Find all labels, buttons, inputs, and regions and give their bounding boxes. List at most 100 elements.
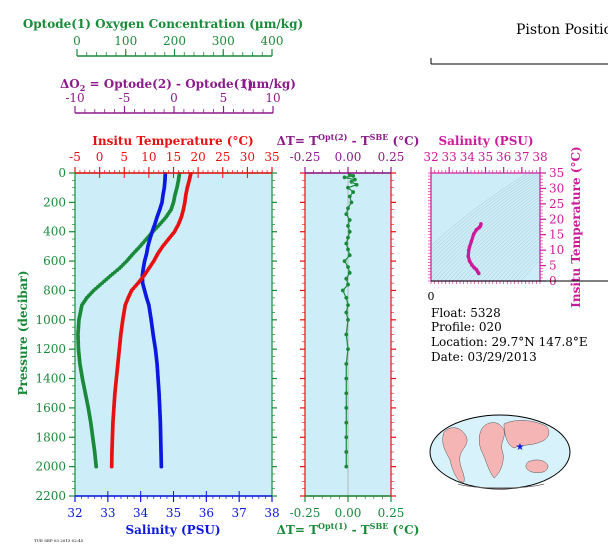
- ts-density-contour: [476, 220, 540, 281]
- dt-point: [351, 190, 356, 194]
- sal-axis-tick-label: 33: [100, 506, 115, 520]
- ts-density-contour: [468, 214, 540, 281]
- ts-density-contour: [431, 173, 533, 250]
- ts-panel: Salinity (PSU) 32 33 34 35 36 37 3805101520253…: [423, 134, 583, 308]
- dt-point: [354, 182, 359, 187]
- pressure-axis-tick-label: 200: [43, 195, 66, 209]
- oxygen-axis-title: Optode(1) Oxygen Concentration (µm/kg): [23, 17, 303, 31]
- temp-axis-tick-label: 15: [166, 150, 181, 164]
- main-temp-title: Insitu Temperature (°C): [92, 134, 253, 148]
- sal-axis-tick-label: 38: [264, 506, 279, 520]
- ts-density-contour: [431, 177, 540, 266]
- ts-density-contour: [452, 202, 540, 281]
- dt-bottom-sup1: Opt(1): [318, 521, 348, 531]
- map-land-americas: [442, 427, 468, 483]
- ts-temp-tick-label: 35: [549, 166, 564, 180]
- main-plot-area: [75, 173, 272, 496]
- ts-sal-tick-label: 33: [442, 150, 457, 164]
- pressure-axis-title: Pressure (decibar): [16, 270, 30, 395]
- ts-temp-tick-label: 25: [549, 197, 564, 211]
- oxygen-axis-tick-label: 100: [114, 34, 137, 48]
- delta-o2-axis-tick-label: -10: [65, 91, 84, 105]
- dt-point: [346, 235, 350, 240]
- pressure-axis-tick-label: 1000: [35, 313, 66, 327]
- dt-point: [347, 194, 352, 199]
- dt-bottom-tick-label: 0.00: [335, 506, 362, 520]
- profile-date: Date: 03/29/2013: [431, 350, 537, 364]
- dt-bottom-tick-label: 0.25: [378, 506, 405, 520]
- ts-density-contour: [436, 190, 540, 281]
- ts-density-contour: [431, 173, 529, 247]
- dt-point: [347, 270, 352, 275]
- temp-axis-tick-label: 35: [264, 150, 279, 164]
- dt-point: [342, 259, 347, 263]
- ts-sal-tick-label: 35: [478, 150, 493, 164]
- sal-axis-tick-label: 32: [67, 506, 82, 520]
- dt-top-suffix: (°C): [388, 134, 419, 148]
- dt-top-sup1: Opt(2): [318, 132, 348, 142]
- dt-point: [352, 177, 357, 182]
- dt-bottom-prefix: ΔT= T: [277, 523, 318, 537]
- dt-point: [344, 241, 349, 246]
- pressure-axis-tick-label: 1800: [35, 430, 66, 444]
- temp-axis-tick-label: 10: [141, 150, 156, 164]
- ts-density-contour: [431, 185, 540, 279]
- ts-density-contour: [444, 196, 540, 281]
- oxygen-axis-tick-label: 400: [261, 34, 284, 48]
- dt-point: [344, 361, 349, 366]
- dt-point: [342, 175, 347, 180]
- ts-density-contour: [512, 252, 540, 281]
- delta-o2-axis: ΔO2 = Optode(2) - Optode(1) (µm/kg) -10 -…: [60, 77, 296, 114]
- ts-point: [466, 248, 471, 252]
- sal-axis-tick-label: 35: [166, 506, 181, 520]
- dt-top-mid: - T: [347, 134, 369, 148]
- oxygen-axis-tick-label: 300: [212, 34, 235, 48]
- ts-sal-tick-label: 34: [460, 150, 476, 164]
- footer-stamp: TUE SEP 03 2013 02:45: [34, 538, 84, 543]
- pressure-axis-tick-label: 400: [43, 225, 66, 239]
- dt-point: [344, 212, 349, 217]
- sal-axis-tick-label: 34: [133, 506, 149, 520]
- main-salinity-title: Salinity (PSU): [125, 523, 220, 537]
- dt-point: [351, 174, 356, 178]
- dt-point: [349, 179, 354, 184]
- ts-density-contour: [492, 233, 540, 281]
- oxygen-axis-tick-label: 0: [73, 34, 81, 48]
- dt-point: [346, 347, 350, 352]
- ts-density-contour: [500, 240, 540, 281]
- dt-point: [346, 223, 350, 228]
- ts-density-contour: [484, 226, 540, 281]
- dt-point: [344, 464, 349, 469]
- temp-axis-tick-label: 20: [190, 150, 205, 164]
- ts-temp-tick-label: 20: [549, 212, 564, 226]
- profile-number: Profile: 020: [431, 320, 502, 334]
- delta-o2-rest: = Optode(2) - Optode(1): [85, 77, 253, 91]
- pressure-axis-tick-label: 1600: [35, 401, 66, 415]
- main-profile-panel: Insitu Temperature (°C) -5 0 5 10 15 20 25 30 35…: [16, 134, 280, 537]
- piston-panel: Piston Position 0: [428, 22, 608, 303]
- map-land-australia: [525, 459, 549, 473]
- ts-sal-tick-label: 32: [423, 150, 438, 164]
- ts-density-contour: [431, 182, 540, 275]
- dt-point: [347, 253, 352, 258]
- dt-point: [344, 310, 349, 315]
- ts-point: [470, 263, 474, 267]
- ts-point: [467, 259, 472, 263]
- pressure-axis-tick-label: 1400: [35, 372, 66, 386]
- ts-density-contour: [432, 188, 540, 281]
- temp-axis-tick-label: 0: [96, 150, 104, 164]
- piston-title: Piston Position: [516, 22, 608, 38]
- ts-point: [474, 227, 479, 232]
- dt-point: [344, 391, 349, 396]
- ts-density-contour: [496, 237, 540, 281]
- dt-point: [344, 295, 349, 300]
- dt-point: [346, 317, 350, 322]
- dt-point: [347, 229, 352, 234]
- oxygen-axis-tick-label: 200: [163, 34, 186, 48]
- dt-point: [346, 185, 350, 190]
- ts-density-contour: [504, 244, 540, 281]
- dt-point: [344, 420, 349, 425]
- ts-density-contour: [431, 175, 540, 262]
- ts-point: [466, 254, 471, 259]
- dt-top-prefix: ΔT= T: [277, 134, 318, 148]
